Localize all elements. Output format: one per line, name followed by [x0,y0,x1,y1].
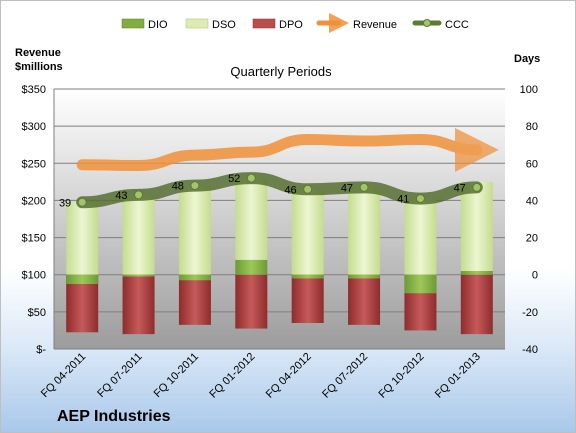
bar-dpo [460,274,493,335]
bar-dpo [66,274,99,333]
right-tick-label: 40 [526,195,538,207]
legend-marker-ccc [423,19,431,27]
legend-label-revenue: Revenue [353,19,397,31]
x-tick-label: FQ 04-2012 [264,351,314,401]
ccc-point [359,182,369,192]
bar-dio [404,274,437,294]
bar-dso [66,202,99,275]
bar-dpo [178,274,211,325]
x-tick-label: FQ 10-2012 [377,351,427,401]
bar-dpo [235,274,268,329]
ccc-point [246,173,256,183]
right-axis-title: Days [514,53,540,65]
ccc-point [415,194,425,204]
bar-dpo [291,274,324,323]
bar-dso [460,181,493,271]
ccc-label: 43 [115,190,127,202]
bar-dio [122,274,155,277]
ccc-label: 41 [397,194,409,206]
left-tick-label: $300 [22,121,46,133]
x-tick-label: FQ 07-2012 [320,351,370,401]
left-tick-label: $50 [28,307,46,319]
left-axis: $- $50 $100 $150 $200 $250 $300 $350 [22,84,47,356]
legend-swatch-dso [185,18,209,29]
bar-dio [348,274,381,279]
lines [76,127,499,209]
legend: DIO DSO DPO Revenue CCC [121,13,469,33]
ccc-label: 47 [341,182,353,194]
bar-dso [122,194,155,275]
bar-dso [291,189,324,275]
legend-label-ccc: CCC [445,19,469,31]
right-tick-label: 60 [526,158,538,170]
left-tick-label: $100 [22,270,46,282]
bar-dio [178,274,211,281]
ccc-point [77,197,87,207]
revenue-line [76,127,499,172]
ccc-label: 48 [172,181,184,193]
right-tick-label: 100 [520,84,538,96]
right-tick-label: 20 [526,233,538,245]
bar-dso [178,185,211,275]
x-tick-label: FQ 01-2013 [433,351,483,401]
right-tick-label: 80 [526,121,538,133]
legend-label-dso: DSO [212,19,236,31]
right-tick-label: -40 [522,344,538,356]
bar-dio [66,274,99,284]
bars [66,178,493,335]
bar-dio [291,274,324,279]
left-axis-title-line1: Revenue [15,47,61,59]
data-labels: 39 43 48 52 46 47 41 47 [59,173,466,209]
left-tick-label: $250 [22,158,46,170]
ccc-label: 39 [59,197,71,209]
right-tick-label: 0 [532,270,538,282]
right-tick-label: -20 [522,307,538,319]
legend-label-dpo: DPO [279,19,303,31]
left-tick-label: $200 [22,195,46,207]
left-axis-title-line2: $millions [15,61,63,73]
x-tick-label: FQ 04-2011 [39,351,88,400]
plot-area [54,89,505,349]
ccc-point [472,182,482,192]
ccc-point [190,181,200,191]
bar-dso [404,198,437,275]
ccc-point [134,190,144,200]
ccc-label: 52 [228,173,240,185]
left-tick-label: $- [36,344,46,356]
bar-dso [235,178,268,260]
ccc-point [303,184,313,194]
chart-title: Quarterly Periods [230,64,332,79]
bar-dpo [348,274,381,325]
left-tick-label: $350 [22,84,46,96]
legend-swatch-dio [121,18,145,29]
x-axis: FQ 04-2011 FQ 07-2011 FQ 10-2011 FQ 01-2012… [39,351,483,401]
x-tick-label: FQ 10-2011 [152,351,201,400]
legend-label-dio: DIO [148,19,168,31]
bar-dio [235,259,268,275]
bar-dso [348,187,381,275]
left-tick-label: $150 [22,233,46,245]
bar-dpo [122,274,155,335]
company-name: AEP Industries [57,408,171,425]
bar-dio [460,271,493,275]
x-tick-label: FQ 01-2012 [207,351,257,401]
x-tick-label: FQ 07-2011 [95,351,144,400]
ccc-label: 47 [454,182,466,194]
ccc-label: 46 [284,184,296,196]
right-axis: -40 -20 0 20 40 60 80 100 [520,84,538,356]
legend-swatch-dpo [252,18,276,29]
